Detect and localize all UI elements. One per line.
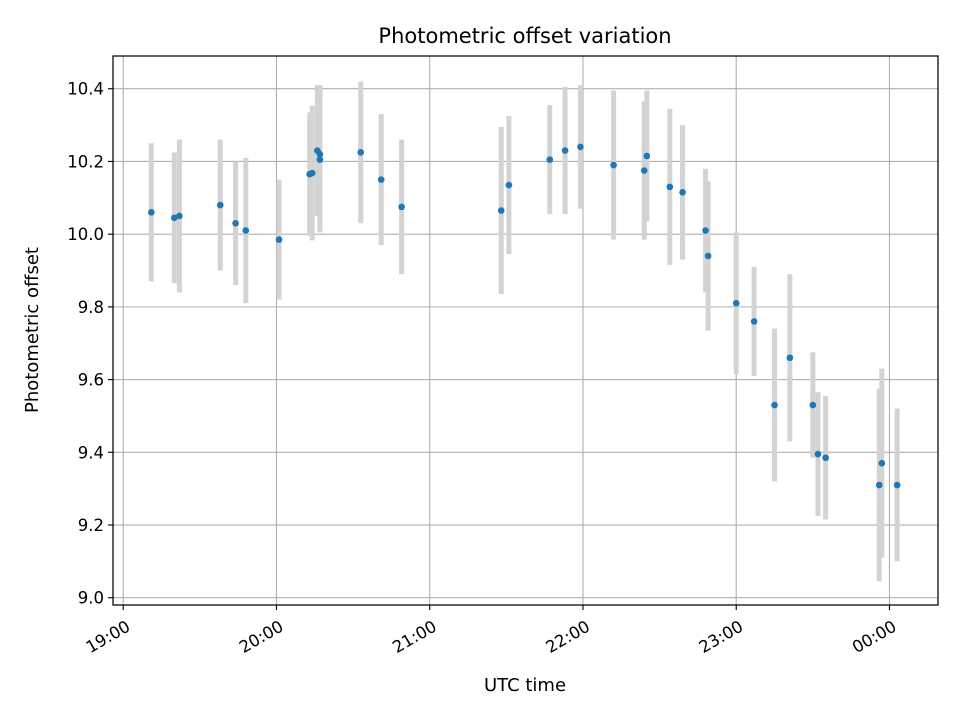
plot-frame bbox=[112, 55, 939, 606]
data-point bbox=[171, 214, 178, 222]
data-point bbox=[316, 150, 324, 158]
data-point bbox=[640, 167, 648, 174]
data-point bbox=[732, 299, 740, 307]
data-point bbox=[610, 161, 617, 169]
data-point bbox=[176, 212, 183, 220]
data-point bbox=[643, 152, 651, 160]
data-point bbox=[357, 149, 365, 156]
data-point bbox=[242, 227, 250, 234]
y-tick-label: 10.0 bbox=[67, 225, 104, 244]
data-point bbox=[497, 207, 505, 214]
data-point bbox=[275, 236, 283, 243]
data-point bbox=[679, 189, 686, 196]
grid bbox=[113, 56, 938, 605]
data-points bbox=[148, 143, 901, 489]
y-tick-label: 9.2 bbox=[78, 516, 104, 535]
data-point bbox=[316, 156, 324, 163]
data-point bbox=[148, 209, 155, 216]
data-point bbox=[398, 203, 405, 211]
data-point bbox=[232, 219, 239, 227]
y-tick-label: 9.8 bbox=[78, 298, 104, 317]
chart-title: Photometric offset variation bbox=[378, 24, 671, 48]
data-point bbox=[704, 252, 712, 260]
data-point bbox=[809, 401, 817, 409]
data-point bbox=[546, 156, 554, 163]
data-point bbox=[505, 181, 513, 189]
y-tick-label: 9.0 bbox=[78, 589, 104, 608]
data-point bbox=[666, 183, 674, 191]
data-point bbox=[750, 318, 758, 325]
data-point bbox=[702, 227, 709, 234]
data-point bbox=[893, 481, 901, 489]
x-axis-label: UTC time bbox=[484, 675, 566, 696]
data-point bbox=[771, 401, 778, 409]
data-point bbox=[786, 354, 794, 362]
data-point bbox=[814, 450, 822, 458]
data-point bbox=[308, 169, 316, 177]
y-tick-label: 9.4 bbox=[78, 443, 104, 462]
plot-area bbox=[113, 56, 938, 605]
data-point bbox=[216, 201, 224, 209]
data-point bbox=[875, 481, 883, 489]
y-tick-label: 9.6 bbox=[78, 371, 104, 390]
y-tick-label: 10.4 bbox=[67, 80, 104, 99]
data-point bbox=[377, 176, 385, 183]
y-tick-label: 10.2 bbox=[67, 152, 104, 171]
data-point bbox=[561, 147, 569, 154]
y-axis-ticks: 9.0 9.2 9.4 9.6 9.8 10.0 10.2 10.4 bbox=[67, 80, 113, 608]
y-axis-label: Photometric offset bbox=[22, 247, 43, 413]
data-point bbox=[878, 459, 886, 467]
data-point bbox=[822, 454, 829, 462]
data-point bbox=[577, 143, 584, 151]
